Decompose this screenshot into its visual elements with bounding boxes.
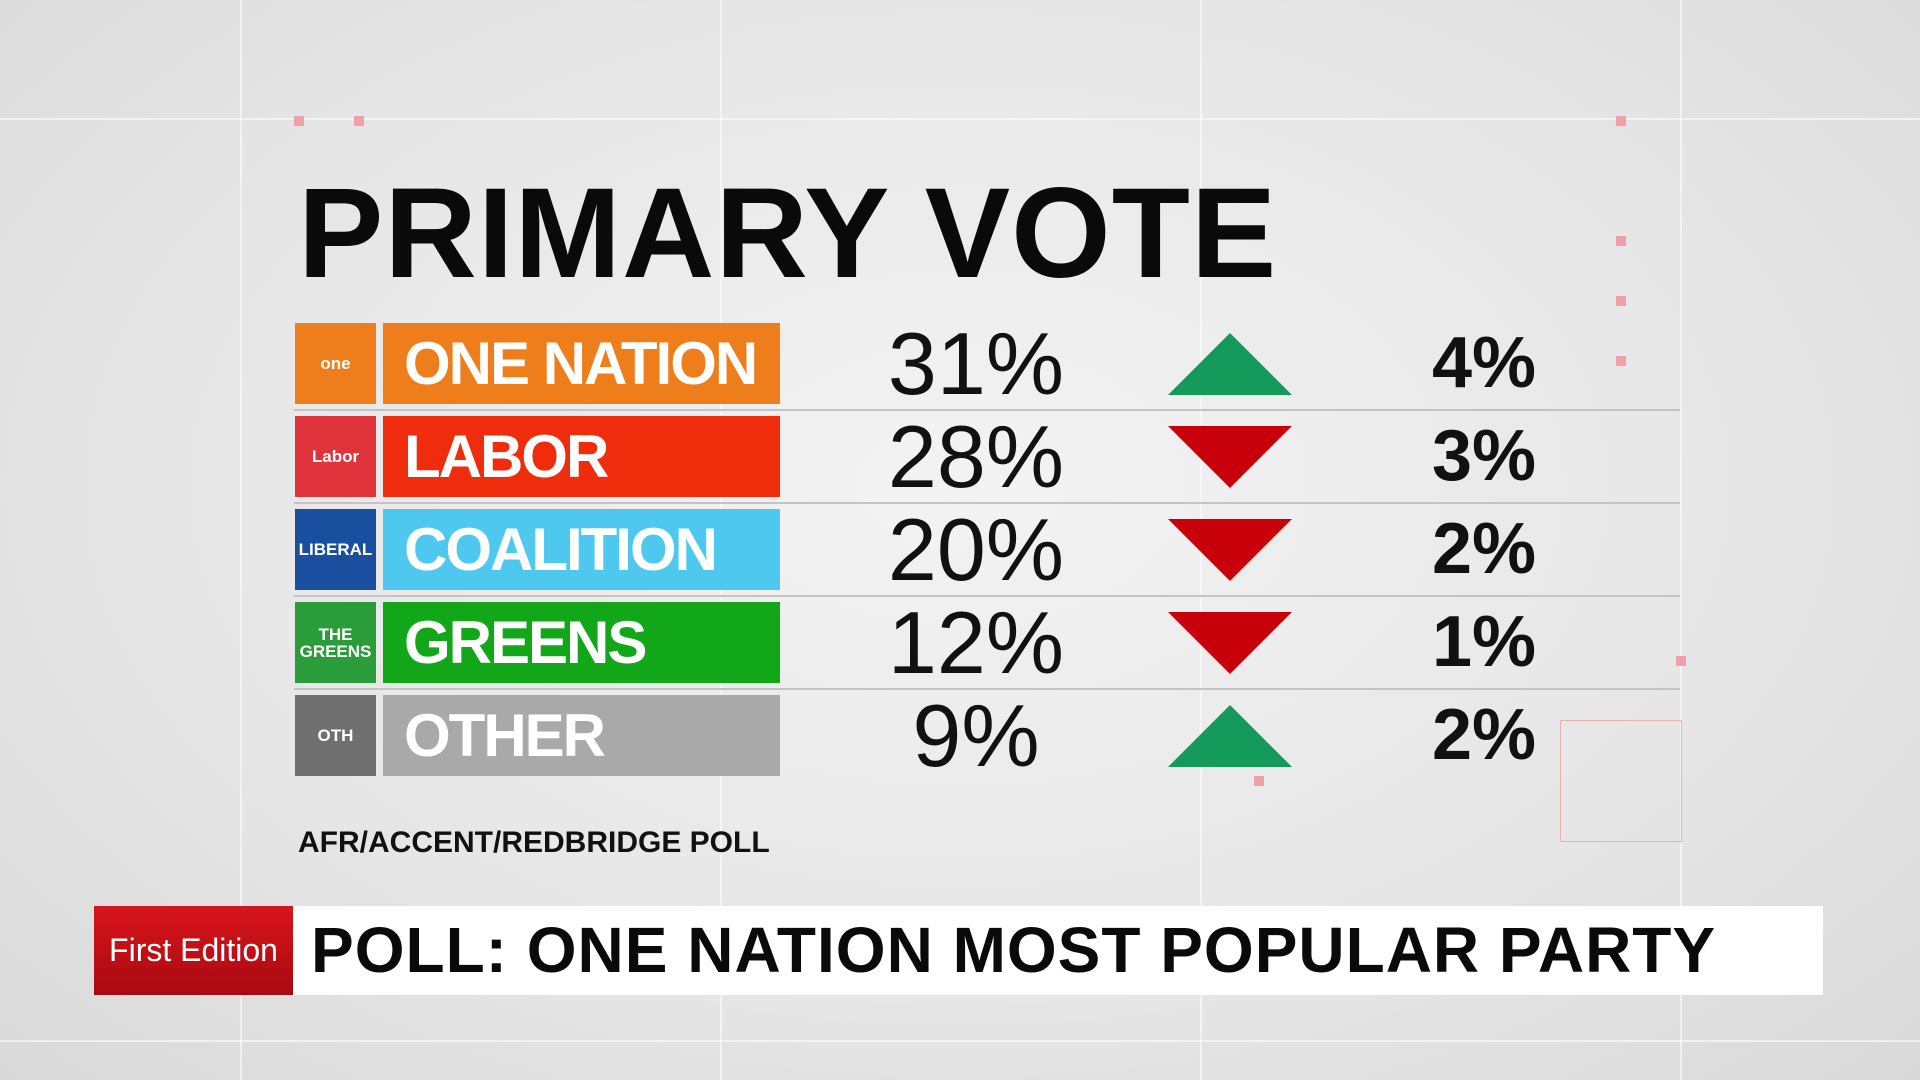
trend-icon (1168, 612, 1292, 674)
bg-dot (294, 116, 304, 126)
party-logo: OTH (295, 695, 376, 776)
bg-dot (1676, 656, 1686, 666)
table-row: LIBERAL COALITION 20% 2% (294, 500, 1680, 599)
arrow-shape (1168, 612, 1292, 674)
arrow-shape (1168, 705, 1292, 767)
trend-icon (1168, 333, 1292, 395)
vote-share: 20% (887, 500, 1065, 599)
party-name: COALITION (383, 509, 780, 590)
bg-grid (240, 0, 242, 1080)
bg-dot (1616, 116, 1626, 126)
trend-icon (1168, 519, 1292, 581)
table-row: Labor LABOR 28% 3% (294, 407, 1680, 506)
row-separator (294, 409, 1680, 411)
bg-dot (354, 116, 364, 126)
bg-dot (1616, 356, 1626, 366)
vote-change: 3% (1431, 416, 1537, 496)
arrow-shape (1168, 519, 1292, 581)
headline: POLL: ONE NATION MOST POPULAR PARTY (293, 906, 1823, 995)
party-logo: LIBERAL (295, 509, 376, 590)
trend-arrow (1168, 333, 1292, 400)
vote-share: 31% (887, 314, 1065, 413)
vote-change: 1% (1431, 602, 1537, 682)
trend-icon (1168, 705, 1292, 767)
party-name: GREENS (383, 602, 780, 683)
trend-arrow (1168, 519, 1292, 586)
party-logo: Labor (295, 416, 376, 497)
vote-share: 28% (887, 407, 1065, 506)
row-separator (294, 688, 1680, 690)
party-logo: THE GREENS (295, 602, 376, 683)
vote-share: 9% (912, 686, 1040, 785)
bg-dot (1616, 236, 1626, 246)
party-name: OTHER (383, 695, 780, 776)
vote-change: 2% (1431, 695, 1537, 775)
program-label: First Edition (94, 906, 293, 995)
row-separator (294, 595, 1680, 597)
table-row: one ONE NATION 31% 4% (294, 314, 1680, 413)
trend-icon (1168, 426, 1292, 488)
vote-share: 12% (887, 593, 1065, 692)
title: PRIMARY VOTE (298, 162, 1278, 305)
bg-box (1560, 720, 1682, 842)
bg-grid (1680, 0, 1682, 1080)
bg-dot (1254, 776, 1264, 786)
source: AFR/ACCENT/REDBRIDGE POLL (298, 826, 770, 859)
bg-dot (1616, 296, 1626, 306)
trend-arrow (1168, 705, 1292, 772)
row-separator (294, 502, 1680, 504)
vote-change: 4% (1431, 323, 1537, 403)
arrow-shape (1168, 426, 1292, 488)
vote-change: 2% (1431, 509, 1537, 589)
party-name: ONE NATION (383, 323, 780, 404)
party-name: LABOR (383, 416, 780, 497)
table-row: THE GREENS GREENS 12% 1% (294, 593, 1680, 692)
bg-grid (0, 1040, 1920, 1042)
table-row: OTH OTHER 9% 2% (294, 686, 1680, 785)
bg-grid (0, 118, 1920, 120)
trend-arrow (1168, 612, 1292, 679)
trend-arrow (1168, 426, 1292, 493)
party-logo: one (295, 323, 376, 404)
arrow-shape (1168, 333, 1292, 395)
